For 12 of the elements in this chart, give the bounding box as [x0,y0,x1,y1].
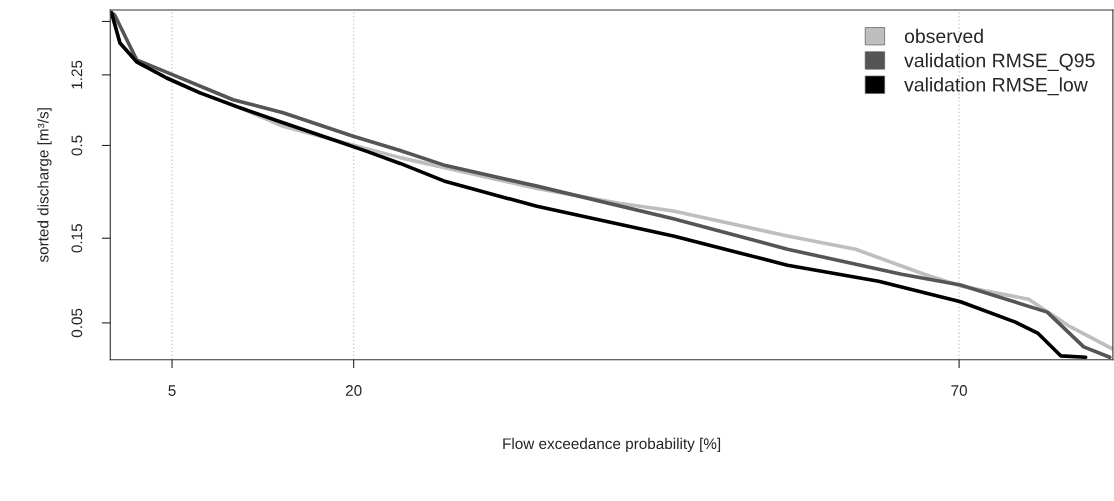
x-tick-label: 5 [168,385,176,396]
y-tick-label: 1.25 [71,60,83,89]
y-tick-label: 0.15 [71,224,83,253]
x-tick-label: 20 [345,385,362,396]
legend-label: observed [904,28,983,44]
legend-label: validation RMSE_Q95 [904,53,1095,71]
legend-label: validation RMSE_low [904,77,1088,96]
y-axis-title: sorted discharge [m³/s] [37,108,52,263]
x-axis-title: Flow exceedance probability [%] [503,437,721,453]
y-tick-label: 0.5 [71,135,83,156]
x-tick-label: 70 [951,385,968,396]
y-tick-label: 0.05 [71,308,83,338]
